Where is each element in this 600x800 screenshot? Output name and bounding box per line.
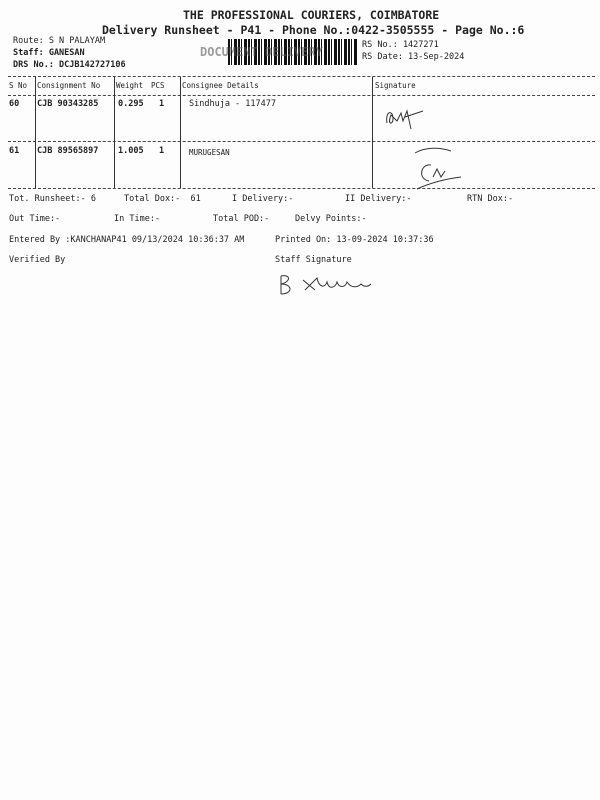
row-consignment: CJB 89565897 bbox=[37, 146, 99, 156]
delvy-points: Delvy Points:- bbox=[295, 214, 367, 224]
rtn-dox: RTN Dox:- bbox=[467, 194, 514, 204]
signature-scribble bbox=[414, 147, 462, 190]
row-pcs: 1 bbox=[159, 99, 165, 109]
company-name: THE PROFESSIONAL COURIERS, COIMBATORE bbox=[183, 8, 440, 22]
row-weight: 1.005 bbox=[118, 146, 144, 156]
document-delivery-stamp: DOCUMENT DELIVERY bbox=[200, 45, 323, 59]
staff: Staff: GANESAN bbox=[13, 48, 85, 58]
header-signature: Signature bbox=[375, 81, 416, 90]
total-pod: Total POD:- bbox=[213, 214, 270, 224]
row-consignment: CJB 90343285 bbox=[37, 99, 99, 109]
header-weight: Weight bbox=[116, 81, 144, 90]
row-weight: 0.295 bbox=[118, 99, 144, 109]
rs-date: RS Date: 13-Sep-2024 bbox=[362, 52, 465, 62]
ii-delivery: II Delivery:- bbox=[345, 194, 412, 204]
out-time: Out Time:- bbox=[9, 214, 61, 224]
tot-runsheet: Tot. Runsheet:- 6 bbox=[9, 194, 96, 204]
staff-signature-scribble bbox=[280, 275, 372, 295]
entered-by: Entered By :KANCHANAP41 09/13/2024 10:36… bbox=[9, 235, 245, 245]
header-consignee: Consignee Details bbox=[182, 81, 259, 90]
total-dox: Total Dox:- 61 bbox=[124, 194, 201, 204]
header-consignment: Consignment No bbox=[37, 81, 101, 90]
header-pcs: PCS bbox=[151, 81, 165, 90]
row-sno: 60 bbox=[9, 99, 20, 109]
staff-signature-label: Staff Signature bbox=[275, 255, 352, 265]
route: Route: S N PALAYAM bbox=[13, 36, 106, 46]
printed-on: Printed On: 13-09-2024 10:37:36 bbox=[275, 235, 434, 245]
runsheet-title: Delivery Runsheet - P41 - Phone No.:0422… bbox=[102, 23, 525, 37]
row-consignee: MURUGESAN bbox=[189, 148, 230, 157]
drs-number: DRS No.: DCJB142727106 bbox=[13, 60, 126, 70]
i-delivery: I Delivery:- bbox=[232, 194, 294, 204]
verified-by: Verified By bbox=[9, 255, 66, 265]
row-consignee: Sindhuja - 117477 bbox=[189, 99, 276, 109]
signature-scribble bbox=[386, 109, 424, 130]
rs-number: RS No.: 1427271 bbox=[362, 40, 439, 50]
in-time: In Time:- bbox=[114, 214, 161, 224]
barcode bbox=[228, 39, 358, 65]
header-sno: S No bbox=[9, 81, 28, 90]
row-sno: 61 bbox=[9, 146, 20, 156]
row-pcs: 1 bbox=[159, 146, 165, 156]
